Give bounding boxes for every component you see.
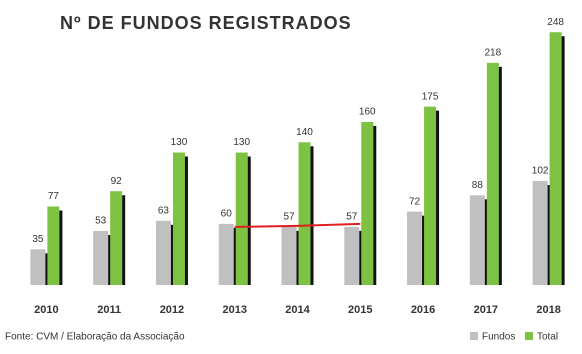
bar (486, 62, 499, 285)
bar-shadow (310, 146, 314, 285)
legend-label: Total (537, 332, 558, 343)
value-label: 60 (221, 208, 233, 219)
bar (30, 249, 46, 285)
bar-shadow (247, 156, 251, 285)
bar-shadow (59, 210, 63, 285)
bar (155, 220, 171, 285)
x-tick-label: 2012 (160, 304, 184, 316)
bar-shadow (436, 110, 440, 285)
x-tick-label: 2010 (34, 304, 58, 316)
bar-shadow (233, 227, 237, 285)
legend-swatch (470, 332, 478, 340)
value-label: 102 (532, 166, 549, 177)
source: Fonte: CVM / Elaboração da Associação (5, 332, 185, 343)
value-label: 248 (547, 17, 564, 28)
value-label: 53 (95, 216, 107, 227)
value-label: 63 (158, 205, 170, 216)
bar-shadow (373, 125, 377, 285)
legend-swatch (525, 332, 533, 340)
bar (424, 106, 437, 285)
bar (235, 152, 248, 285)
legend-label: Fundos (482, 332, 515, 343)
bar (298, 142, 311, 285)
x-tick-label: 2014 (285, 304, 310, 316)
x-tick-label: 2018 (536, 304, 560, 316)
bar-shadow (122, 195, 126, 285)
value-label: 88 (472, 180, 484, 191)
value-label: 175 (422, 91, 439, 102)
bar (281, 226, 297, 285)
value-label: 77 (48, 191, 60, 202)
bar-shadow (296, 230, 300, 285)
bar-shadow (45, 253, 49, 285)
value-label: 57 (346, 212, 358, 223)
bar (172, 152, 185, 285)
value-label: 35 (32, 234, 44, 245)
bar (344, 226, 360, 285)
x-tick-label: 2015 (348, 304, 372, 316)
bar-shadow (561, 36, 565, 285)
value-label: 57 (283, 212, 295, 223)
bar (407, 211, 423, 285)
bar (93, 230, 109, 285)
bar-shadow (422, 215, 426, 285)
bar (361, 121, 374, 285)
value-label: 218 (484, 47, 501, 58)
bar (110, 191, 123, 285)
value-label: 92 (111, 176, 123, 187)
x-tick-label: 2016 (411, 304, 435, 316)
x-tick-label: 2011 (97, 304, 121, 316)
value-label: 160 (359, 107, 376, 118)
bar (469, 195, 485, 285)
bar (218, 223, 234, 285)
value-label: 140 (296, 127, 313, 138)
bar-shadow (108, 234, 112, 285)
x-tick-label: 2013 (222, 304, 246, 316)
chart-title: Nº DE FUNDOS REGISTRADOS (60, 13, 352, 33)
bar (549, 32, 562, 285)
value-label: 72 (409, 196, 421, 207)
bar (47, 206, 60, 285)
bar-shadow (498, 66, 502, 285)
value-label: 130 (171, 137, 188, 148)
x-tick-label: 2017 (474, 304, 498, 316)
bar-shadow (184, 156, 188, 285)
bar-shadow (484, 199, 488, 285)
bar-shadow (359, 230, 363, 285)
line (234, 222, 361, 228)
value-label: 130 (233, 137, 250, 148)
bar (532, 181, 548, 285)
bar-shadow (170, 224, 174, 285)
bar-shadow (547, 185, 551, 285)
